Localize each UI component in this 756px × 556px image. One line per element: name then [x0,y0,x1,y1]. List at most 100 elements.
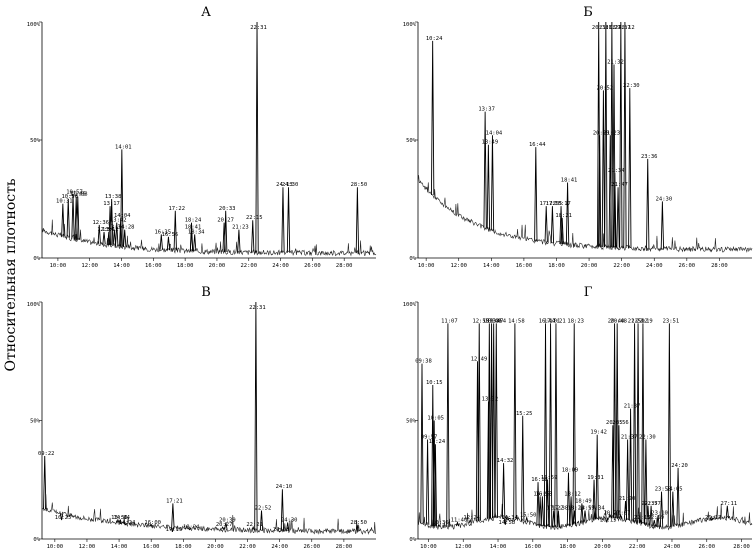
peak-label: 16:44 [529,142,546,148]
y-tick-label: 0% [33,537,40,543]
y-tick-label: 50% [406,138,417,144]
peak-17 [166,236,171,251]
peak-label: 20:48 [610,318,627,324]
peak-20 [619,21,623,248]
peak-13 [254,301,258,531]
peak-label: 13:56 [111,515,128,521]
peak-51 [632,323,637,522]
peak-10 [565,182,570,245]
peak-label: 18:41 [185,225,202,231]
peak-label: 21:23 [603,130,620,136]
chart-panel-2: Б 0% 50% 100% 10:00 12:00 14:00 16:00 18:00 20:00… [403,5,753,269]
baseline-trace [417,175,753,253]
peak-label: 18:57 [578,506,595,512]
peak-label: 13:47 [487,318,504,324]
peak-label: 21:37 [621,434,638,440]
peak-label: 28:50 [350,520,367,526]
x-tick-label: 14:00 [113,263,130,269]
panel-title: Б [583,5,593,20]
peak-label: 17:21 [549,318,566,324]
peak-label: 16:44 [539,318,556,324]
peak-41 [605,517,609,523]
x-tick-label: 22:00 [239,544,256,550]
peak-16 [610,21,614,248]
peak-label: 22:59 [647,515,664,521]
peak-5 [123,523,128,526]
peak-label: 13:42 [110,218,127,224]
peak-1 [431,40,435,195]
peak-label: 22:52 [255,506,272,512]
peak-14 [120,149,124,247]
peak-label: 21:24 [605,25,622,31]
peak-12 [251,525,255,531]
peak-63 [676,467,680,526]
peak-label: 17:19 [166,527,183,533]
peak-20 [189,222,194,252]
peak-label: 22:31 [250,25,267,31]
x-tick-label: 20:00 [207,544,224,550]
peak-8 [170,527,175,533]
peak-27 [545,479,550,527]
peak-label: 21:02 [599,25,616,31]
peak-18 [173,210,177,251]
peak-33 [569,496,573,526]
peak-46 [617,425,621,519]
peak-label: 17:55 [546,201,563,207]
peak-3 [116,518,120,523]
peak-16 [159,234,163,250]
peak-label: 13:54 [490,318,507,324]
peak-4 [118,518,122,524]
peak-11 [112,229,117,246]
x-tick-label: 10:00 [420,544,437,550]
peak-label: 21:23 [232,225,249,231]
x-tick-label: 10:00 [418,263,435,269]
peak-14 [489,323,494,519]
peak-label: 20:39 [219,517,236,523]
peak-17 [286,522,290,531]
peak-3 [486,144,491,230]
x-tick-label: 26:00 [698,544,715,550]
peak-11 [477,323,481,521]
x-tick-label: 24:00 [646,263,663,269]
peak-label: 15:50 [520,513,537,519]
peak-label: 10:57 [66,189,83,195]
peak-35 [572,510,577,525]
peak-label: 21:51 [628,318,645,324]
x-tick-label: 28:00 [336,544,353,550]
peak-label: 13:40 [485,318,502,324]
peak-label: 24:30 [281,517,298,523]
x-tick-label: 16:00 [516,263,533,269]
peak-label: 10:15 [426,380,443,386]
peak-29 [355,187,360,254]
peak-47 [619,513,623,519]
x-tick-label: 28:00 [711,263,728,269]
chart-panel-3: В 0% 50% 100% 10:00 12:00 14:00 16:00 18:00 20:00… [27,285,377,550]
peak-22 [628,88,632,249]
peak-label: 13:38 [105,194,122,200]
peak-8 [455,520,460,527]
peak-10 [110,198,114,246]
x-tick-label: 22:00 [613,263,630,269]
peak-label: 20:56 [612,420,629,426]
peak-label: 14:34 [501,515,518,521]
x-tick-label: 14:00 [490,544,507,550]
y-axis-label-group: Относительная плотность [3,178,19,371]
x-tick-label: 18:00 [559,544,576,550]
peak-label: 21:37 [624,404,641,410]
y-tick-label: 50% [406,419,417,425]
peak-label: 17:22 [539,201,556,207]
x-tick-label: 12:00 [450,263,467,269]
x-tick-label: 20:00 [581,263,598,269]
peak-18 [503,517,507,525]
peak-label: 10:24 [426,36,443,42]
peak-61 [667,323,672,527]
peak-label: 16:18 [531,477,548,483]
peak-label: 18:12 [564,491,581,497]
peak-label: 22:37 [641,501,658,507]
peak-6 [544,206,548,243]
peak-label: 23:36 [641,154,658,160]
peak-21 [521,415,525,522]
peak-label: 10:05 [427,416,444,422]
peak-label: 18:21 [555,213,572,219]
